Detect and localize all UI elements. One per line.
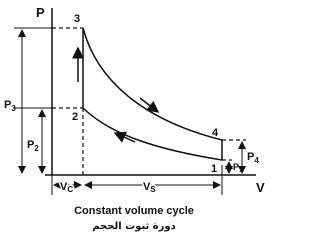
p-sub: 1 [239,167,243,174]
v-sub: S [150,185,156,194]
expansion-curve [82,27,223,141]
caption-arabic: دورة ثبوت الحجم [92,221,176,232]
flow-arrow [113,131,136,143]
p-sub: 3 [11,104,16,113]
caption-title: Constant volume cycle [74,205,194,217]
point-label: 4 [212,127,219,139]
pressure-label: P2 [27,139,39,153]
volume-label: VC [60,181,73,194]
p-base: P [4,99,11,111]
p-base: P [247,151,254,163]
x-axis-label: V [256,180,265,195]
compression-curve [82,107,223,161]
p-sub: 4 [254,156,259,165]
p-base: P [27,139,34,151]
v-sub: C [67,185,73,194]
point-label: 1 [211,163,217,175]
y-axis-label: P [36,5,45,20]
pressure-label: P4 [247,151,259,165]
v-base: V [60,181,68,193]
p-sub: 2 [34,144,39,153]
point-label: 2 [72,111,78,123]
volume-label: VS [143,181,156,194]
pv-diagram: P V 3 2 4 1 P3 P2 P4 P1 VC VS Constant v… [4,5,265,232]
v-base: V [143,181,151,193]
point-label: 3 [74,13,80,25]
pressure-label: P3 [4,99,16,113]
p-base: P [233,162,239,172]
flow-arrow [139,97,160,113]
pressure-label: P1 [233,162,243,174]
